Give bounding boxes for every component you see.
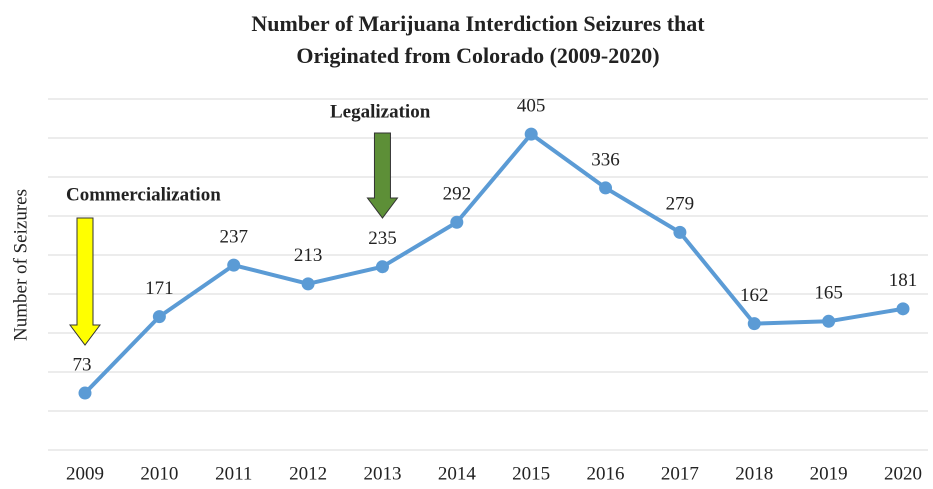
data-label: 213 bbox=[294, 245, 323, 266]
x-tick-label: 2017 bbox=[661, 463, 699, 484]
line bbox=[83, 132, 904, 395]
x-tick-label: 2011 bbox=[215, 463, 252, 484]
y-axis-label: Number of Seizures bbox=[10, 189, 31, 341]
data-label: 235 bbox=[368, 228, 397, 249]
point bbox=[152, 310, 166, 324]
data-label: 336 bbox=[591, 149, 620, 170]
annotation-arrow bbox=[69, 217, 101, 346]
data-label: 162 bbox=[740, 285, 769, 306]
data-label: 279 bbox=[666, 194, 695, 215]
chart-title: Originated from Colorado (2009-2020) bbox=[296, 43, 659, 68]
x-tick-label: 2009 bbox=[66, 463, 104, 484]
point bbox=[896, 302, 910, 316]
annotation-arrow bbox=[366, 132, 399, 219]
point bbox=[747, 317, 761, 331]
data-label: 171 bbox=[145, 278, 174, 299]
data-label: 181 bbox=[889, 270, 918, 291]
data-label: 165 bbox=[814, 283, 843, 304]
data-label: 73 bbox=[73, 354, 92, 375]
point bbox=[450, 215, 464, 229]
x-tick-label: 2016 bbox=[587, 463, 625, 484]
x-tick-label: 2015 bbox=[512, 463, 550, 484]
point bbox=[599, 181, 613, 195]
point bbox=[822, 314, 836, 328]
x-tick-label: 2010 bbox=[140, 463, 178, 484]
x-tick-label: 2020 bbox=[884, 463, 922, 484]
data-label: 237 bbox=[219, 226, 248, 247]
annotation: Commercialization bbox=[66, 184, 221, 205]
chart-title: Number of Marijuana Interdiction Seizure… bbox=[251, 11, 705, 36]
point bbox=[524, 127, 538, 141]
x-tick-label: 2014 bbox=[438, 463, 477, 484]
annotation: Legalization bbox=[330, 101, 431, 122]
x-tick-label: 2018 bbox=[735, 463, 773, 484]
point bbox=[227, 258, 241, 272]
point bbox=[673, 225, 687, 239]
data-label: 405 bbox=[517, 95, 546, 116]
point bbox=[78, 386, 92, 400]
x-tick-label: 2013 bbox=[363, 463, 401, 484]
point bbox=[301, 277, 315, 291]
x-tick-label: 2012 bbox=[289, 463, 327, 484]
data-label: 292 bbox=[443, 184, 472, 205]
point bbox=[375, 260, 389, 274]
x-tick-label: 2019 bbox=[810, 463, 848, 484]
